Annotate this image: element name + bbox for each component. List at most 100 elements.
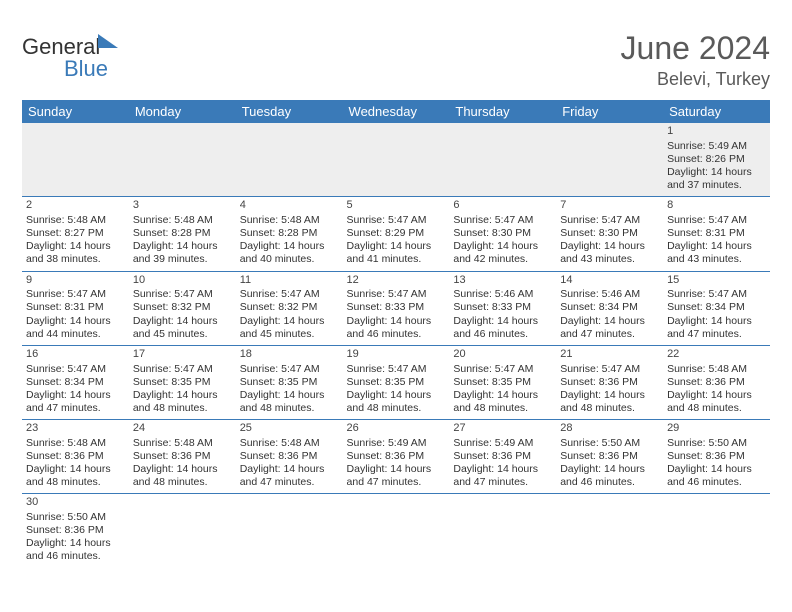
cell-line-ss: Sunset: 8:27 PM: [26, 227, 125, 240]
cell-line-ss: Sunset: 8:29 PM: [347, 227, 446, 240]
cell-line-d2: and 41 minutes.: [347, 253, 446, 266]
cell-line-ss: Sunset: 8:34 PM: [560, 301, 659, 314]
cell-line-ss: Sunset: 8:33 PM: [453, 301, 552, 314]
calendar-cell: 23Sunrise: 5:48 AMSunset: 8:36 PMDayligh…: [22, 420, 129, 494]
cell-line-d2: and 44 minutes.: [26, 328, 125, 341]
calendar-row: 9Sunrise: 5:47 AMSunset: 8:31 PMDaylight…: [22, 271, 770, 345]
calendar-cell: 6Sunrise: 5:47 AMSunset: 8:30 PMDaylight…: [449, 197, 556, 271]
day-number: 23: [26, 422, 125, 436]
cell-line-sr: Sunrise: 5:47 AM: [240, 363, 339, 376]
calendar-cell: 5Sunrise: 5:47 AMSunset: 8:29 PMDaylight…: [343, 197, 450, 271]
cell-line-d2: and 48 minutes.: [347, 402, 446, 415]
cell-line-d2: and 48 minutes.: [560, 402, 659, 415]
calendar-cell: [449, 123, 556, 197]
cell-line-sr: Sunrise: 5:47 AM: [347, 214, 446, 227]
calendar-cell: [556, 123, 663, 197]
calendar-cell: 30Sunrise: 5:50 AMSunset: 8:36 PMDayligh…: [22, 494, 129, 568]
cell-line-d2: and 48 minutes.: [667, 402, 766, 415]
weekday-header: Monday: [129, 100, 236, 123]
cell-line-ss: Sunset: 8:36 PM: [240, 450, 339, 463]
cell-line-d1: Daylight: 14 hours: [240, 389, 339, 402]
day-number: 14: [560, 274, 659, 288]
cell-line-sr: Sunrise: 5:49 AM: [667, 140, 766, 153]
cell-line-d1: Daylight: 14 hours: [453, 240, 552, 253]
calendar-cell: 24Sunrise: 5:48 AMSunset: 8:36 PMDayligh…: [129, 420, 236, 494]
cell-line-d2: and 48 minutes.: [133, 476, 232, 489]
cell-line-d1: Daylight: 14 hours: [347, 240, 446, 253]
cell-line-d1: Daylight: 14 hours: [667, 389, 766, 402]
calendar-row: 2Sunrise: 5:48 AMSunset: 8:27 PMDaylight…: [22, 197, 770, 271]
day-number: 19: [347, 348, 446, 362]
sail-icon: [98, 32, 120, 48]
calendar-cell: [663, 494, 770, 568]
cell-line-d1: Daylight: 14 hours: [453, 463, 552, 476]
cell-line-ss: Sunset: 8:34 PM: [26, 376, 125, 389]
cell-line-sr: Sunrise: 5:47 AM: [240, 288, 339, 301]
weekday-header: Sunday: [22, 100, 129, 123]
cell-line-d2: and 47 minutes.: [347, 476, 446, 489]
cell-line-sr: Sunrise: 5:48 AM: [133, 437, 232, 450]
weekday-header: Saturday: [663, 100, 770, 123]
day-number: 24: [133, 422, 232, 436]
cell-line-sr: Sunrise: 5:47 AM: [26, 363, 125, 376]
day-number: 28: [560, 422, 659, 436]
calendar-row: 30Sunrise: 5:50 AMSunset: 8:36 PMDayligh…: [22, 494, 770, 568]
calendar-cell: 26Sunrise: 5:49 AMSunset: 8:36 PMDayligh…: [343, 420, 450, 494]
calendar-cell: [129, 494, 236, 568]
calendar-cell: 27Sunrise: 5:49 AMSunset: 8:36 PMDayligh…: [449, 420, 556, 494]
cell-line-d1: Daylight: 14 hours: [26, 537, 125, 550]
cell-line-sr: Sunrise: 5:47 AM: [667, 288, 766, 301]
cell-line-d2: and 39 minutes.: [133, 253, 232, 266]
cell-line-d1: Daylight: 14 hours: [560, 389, 659, 402]
logo-text: General Blue: [22, 36, 122, 80]
cell-line-d2: and 47 minutes.: [667, 328, 766, 341]
calendar-cell: 2Sunrise: 5:48 AMSunset: 8:27 PMDaylight…: [22, 197, 129, 271]
day-number: 15: [667, 274, 766, 288]
cell-line-ss: Sunset: 8:36 PM: [560, 376, 659, 389]
day-number: 10: [133, 274, 232, 288]
cell-line-d2: and 47 minutes.: [560, 328, 659, 341]
header: General Blue June 2024 Belevi, Turkey: [22, 30, 770, 90]
day-number: 20: [453, 348, 552, 362]
location: Belevi, Turkey: [621, 69, 770, 90]
calendar-cell: 18Sunrise: 5:47 AMSunset: 8:35 PMDayligh…: [236, 345, 343, 419]
cell-line-d1: Daylight: 14 hours: [560, 240, 659, 253]
cell-line-d2: and 46 minutes.: [560, 476, 659, 489]
calendar-cell: [129, 123, 236, 197]
cell-line-d1: Daylight: 14 hours: [240, 463, 339, 476]
cell-line-d2: and 46 minutes.: [667, 476, 766, 489]
cell-line-d1: Daylight: 14 hours: [26, 315, 125, 328]
day-number: 2: [26, 199, 125, 213]
day-number: 11: [240, 274, 339, 288]
day-number: 29: [667, 422, 766, 436]
cell-line-ss: Sunset: 8:35 PM: [133, 376, 232, 389]
cell-line-d1: Daylight: 14 hours: [133, 389, 232, 402]
cell-line-ss: Sunset: 8:28 PM: [240, 227, 339, 240]
calendar-cell: 29Sunrise: 5:50 AMSunset: 8:36 PMDayligh…: [663, 420, 770, 494]
cell-line-ss: Sunset: 8:28 PM: [133, 227, 232, 240]
cell-line-d2: and 42 minutes.: [453, 253, 552, 266]
calendar-row: 1Sunrise: 5:49 AMSunset: 8:26 PMDaylight…: [22, 123, 770, 197]
cell-line-d2: and 38 minutes.: [26, 253, 125, 266]
calendar-cell: 21Sunrise: 5:47 AMSunset: 8:36 PMDayligh…: [556, 345, 663, 419]
month-title: June 2024: [621, 30, 770, 67]
day-number: 7: [560, 199, 659, 213]
weekday-header: Wednesday: [343, 100, 450, 123]
cell-line-ss: Sunset: 8:30 PM: [560, 227, 659, 240]
calendar-cell: 12Sunrise: 5:47 AMSunset: 8:33 PMDayligh…: [343, 271, 450, 345]
calendar-body: 1Sunrise: 5:49 AMSunset: 8:26 PMDaylight…: [22, 123, 770, 568]
day-number: 30: [26, 496, 125, 510]
calendar-cell: 11Sunrise: 5:47 AMSunset: 8:32 PMDayligh…: [236, 271, 343, 345]
calendar-cell: 8Sunrise: 5:47 AMSunset: 8:31 PMDaylight…: [663, 197, 770, 271]
calendar-cell: [236, 494, 343, 568]
calendar-cell: 1Sunrise: 5:49 AMSunset: 8:26 PMDaylight…: [663, 123, 770, 197]
cell-line-ss: Sunset: 8:36 PM: [347, 450, 446, 463]
calendar-cell: 14Sunrise: 5:46 AMSunset: 8:34 PMDayligh…: [556, 271, 663, 345]
cell-line-sr: Sunrise: 5:47 AM: [347, 363, 446, 376]
cell-line-d2: and 43 minutes.: [667, 253, 766, 266]
title-block: June 2024 Belevi, Turkey: [621, 30, 770, 90]
calendar-cell: 25Sunrise: 5:48 AMSunset: 8:36 PMDayligh…: [236, 420, 343, 494]
weekday-header: Friday: [556, 100, 663, 123]
calendar-cell: 9Sunrise: 5:47 AMSunset: 8:31 PMDaylight…: [22, 271, 129, 345]
calendar-table: SundayMondayTuesdayWednesdayThursdayFrid…: [22, 100, 770, 568]
